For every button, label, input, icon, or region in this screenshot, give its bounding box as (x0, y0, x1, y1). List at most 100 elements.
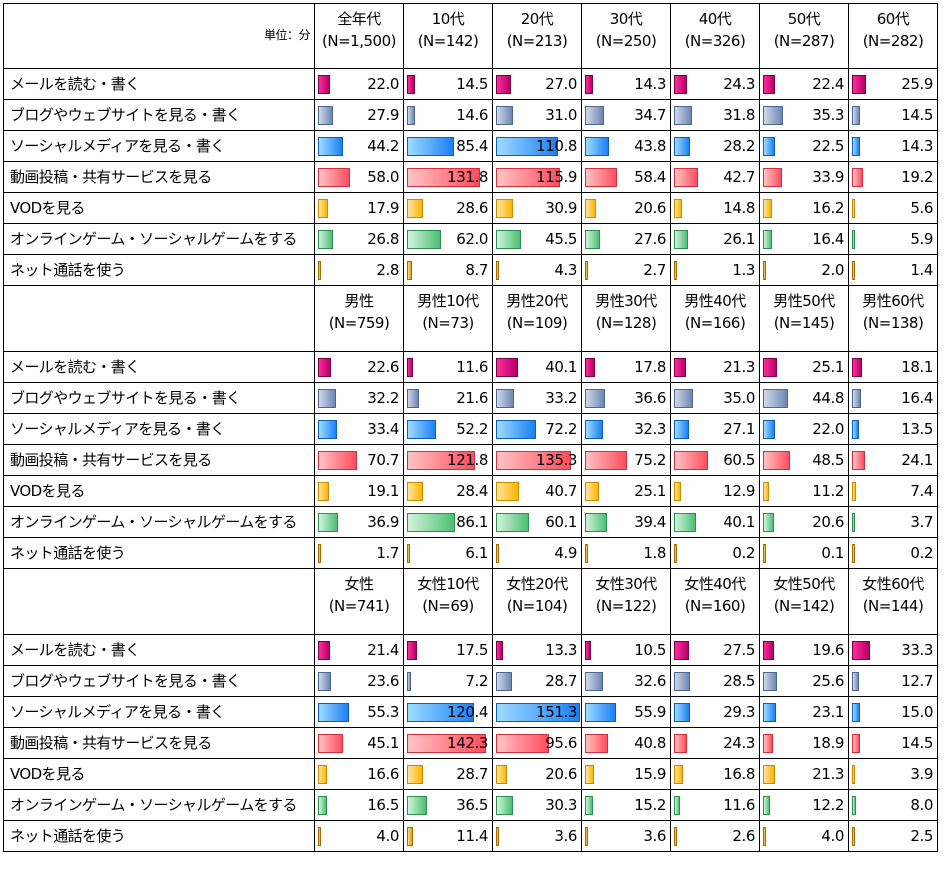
column-header: 女性40代 (N=160) (671, 569, 760, 635)
value-bar (674, 420, 690, 439)
value-label: 28.4 (456, 482, 488, 500)
column-label: 男性20代 (506, 292, 568, 310)
value-label: 5.6 (910, 199, 933, 217)
value-bar (763, 199, 772, 218)
value-label: 1.8 (643, 544, 666, 562)
value-bar (674, 641, 690, 660)
data-cell: 5.6 (849, 193, 938, 224)
data-cell: 18.9 (760, 728, 849, 759)
data-cell: 3.6 (582, 821, 671, 852)
value-label: 44.8 (812, 389, 844, 407)
data-cell: 4.0 (760, 821, 849, 852)
data-cell: 34.7 (582, 100, 671, 131)
column-header: 20代 (N=213) (493, 3, 582, 69)
row-label: オンラインゲーム・ソーシャルゲームをする (3, 790, 315, 821)
data-cell: 28.5 (671, 666, 760, 697)
value-label: 121.8 (447, 451, 488, 469)
value-label: 33.3 (901, 641, 933, 659)
value-bar (763, 641, 774, 660)
data-cell: 20.6 (760, 507, 849, 538)
column-header: 男性20代 (N=109) (493, 286, 582, 352)
value-bar (763, 168, 782, 187)
data-cell: 17.9 (315, 193, 404, 224)
value-bar (496, 827, 499, 846)
value-bar (407, 389, 419, 408)
value-bar (496, 544, 499, 563)
value-label: 45.1 (367, 734, 399, 752)
value-bar (496, 513, 530, 532)
data-cell: 13.5 (849, 414, 938, 445)
data-cell: 27.1 (671, 414, 760, 445)
data-cell: 32.6 (582, 666, 671, 697)
data-cell: 19.2 (849, 162, 938, 193)
value-label: 42.7 (723, 168, 755, 186)
value-bar (674, 168, 698, 187)
table-row: メールを読む・書く 22.0 14.5 27.0 14.3 24.3 22.4 25.9 (3, 69, 940, 100)
data-cell: 2.5 (849, 821, 938, 852)
value-label: 33.2 (545, 389, 577, 407)
column-header: 男性40代 (N=166) (671, 286, 760, 352)
value-label: 14.5 (901, 106, 933, 124)
header-label-cell (3, 569, 315, 635)
value-bar (407, 796, 428, 815)
value-bar (496, 261, 499, 280)
data-cell: 20.6 (582, 193, 671, 224)
value-label: 32.2 (367, 389, 399, 407)
value-bar (496, 199, 514, 218)
value-label: 31.0 (545, 106, 577, 124)
data-cell: 28.7 (493, 666, 582, 697)
value-label: 1.3 (732, 261, 755, 279)
data-cell: 22.4 (760, 69, 849, 100)
value-bar (674, 137, 690, 156)
value-label: 21.3 (812, 765, 844, 783)
value-label: 1.4 (910, 261, 933, 279)
value-bar (318, 796, 328, 815)
data-cell: 33.9 (760, 162, 849, 193)
value-bar (852, 672, 860, 691)
value-bar (763, 389, 788, 408)
value-bar (407, 641, 417, 660)
value-label: 58.0 (367, 168, 399, 186)
row-label: ネット通話を使う (3, 821, 315, 852)
data-cell: 45.5 (493, 224, 582, 255)
value-bar (407, 765, 423, 784)
value-bar (318, 734, 344, 753)
column-label: 60代 (876, 10, 910, 28)
data-cell: 4.0 (315, 821, 404, 852)
value-bar (585, 672, 604, 691)
value-label: 19.2 (901, 168, 933, 186)
table-row: メールを読む・書く 21.4 17.5 13.3 10.5 27.5 19.6 33.3 (3, 635, 940, 666)
value-label: 19.1 (367, 482, 399, 500)
value-bar (585, 106, 605, 125)
value-bar (585, 544, 588, 563)
value-bar (585, 389, 606, 408)
value-bar (407, 734, 486, 753)
column-label: 20代 (520, 10, 554, 28)
column-header: 40代 (N=326) (671, 3, 760, 69)
data-cell: 2.6 (671, 821, 760, 852)
row-label: 動画投稿・共有サービスを見る (3, 162, 315, 193)
value-bar (407, 106, 416, 125)
value-label: 16.5 (367, 796, 399, 814)
value-label: 26.1 (723, 230, 755, 248)
value-bar (674, 389, 694, 408)
data-cell: 95.6 (493, 728, 582, 759)
value-label: 16.4 (812, 230, 844, 248)
data-cell: 31.8 (671, 100, 760, 131)
data-cell: 40.1 (493, 352, 582, 383)
value-label: 11.6 (723, 796, 755, 814)
data-cell: 11.4 (404, 821, 493, 852)
data-cell: 15.9 (582, 759, 671, 790)
data-cell: 16.2 (760, 193, 849, 224)
data-cell: 16.5 (315, 790, 404, 821)
value-label: 21.6 (456, 389, 488, 407)
data-cell: 28.7 (404, 759, 493, 790)
value-bar (496, 168, 561, 187)
value-bar (852, 544, 855, 563)
value-label: 48.5 (812, 451, 844, 469)
value-label: 36.6 (634, 389, 666, 407)
value-bar (763, 137, 776, 156)
value-label: 142.3 (447, 734, 488, 752)
value-bar (852, 827, 855, 846)
value-bar (763, 75, 776, 94)
